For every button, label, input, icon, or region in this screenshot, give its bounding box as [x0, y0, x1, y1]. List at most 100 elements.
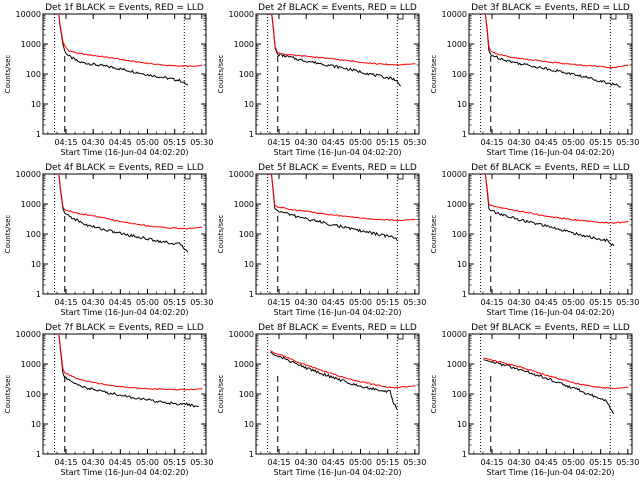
panel-title: Det 5f BLACK = Events, RED = LLD — [258, 163, 417, 173]
panel-det-5: Det 5f BLACK = Events, RED = LLD 1 10 100 10… — [217, 163, 426, 317]
x-tick-label: 05:00 — [562, 458, 585, 467]
x-tick-label: 04:45 — [535, 138, 558, 147]
x-tick-label: 04:30 — [295, 138, 318, 147]
events-series-line — [57, 14, 189, 86]
y-axis-label: Counts/sec — [430, 55, 438, 94]
x-tick-label: 05:15 — [376, 298, 399, 307]
y-tick-label: 10000 — [16, 170, 41, 179]
x-tick-label: 04:45 — [109, 298, 132, 307]
x-axis-label: Start Time (16-Jun-04 04:02:20) — [274, 308, 402, 317]
y-tick-label: 10000 — [16, 10, 41, 19]
panel-det-2: Det 2f BLACK = Events, RED = LLD 1 10 100 10… — [217, 3, 426, 157]
y-tick-label: 10 — [244, 260, 254, 269]
y-tick-label: 100 — [26, 70, 41, 79]
y-tick-label: 10000 — [16, 330, 41, 339]
corner-marker — [610, 333, 617, 340]
x-tick-label: 04:45 — [322, 298, 345, 307]
x-tick-label: 05:00 — [136, 298, 159, 307]
x-tick-label: 05:15 — [163, 138, 186, 147]
panel-title: Det 7f BLACK = Events, RED = LLD — [45, 323, 204, 333]
y-tick-label: 100 — [239, 230, 254, 239]
y-tick-label: 10 — [31, 100, 41, 109]
panel-title: Det 1f BLACK = Events, RED = LLD — [45, 3, 204, 13]
x-tick-label: 04:30 — [82, 138, 105, 147]
y-tick-label: 10000 — [229, 330, 254, 339]
y-axis-label: Counts/sec — [217, 375, 225, 414]
y-tick-label: 100 — [452, 230, 467, 239]
panel-det-8: Det 8f BLACK = Events, RED = LLD 1 10 100 10… — [217, 323, 426, 477]
x-axis-label: Start Time (16-Jun-04 04:02:20) — [61, 308, 189, 317]
y-tick-label: 10 — [457, 100, 467, 109]
x-tick-label: 04:15 — [480, 298, 503, 307]
plot-frame — [255, 173, 420, 295]
x-tick-label: 04:15 — [54, 298, 77, 307]
panel-det-6: Det 6f BLACK = Events, RED = LLD 1 10 100 10… — [430, 163, 639, 317]
y-tick-label: 1 — [462, 450, 467, 459]
plot-frame — [42, 333, 207, 455]
x-tick-label: 04:45 — [322, 138, 345, 147]
y-tick-label: 10000 — [442, 330, 467, 339]
panel-det-4: Det 4f BLACK = Events, RED = LLD 1 10 100 10… — [4, 163, 213, 317]
x-tick-label: 04:15 — [480, 458, 503, 467]
corner-marker — [184, 13, 191, 20]
y-tick-label: 10 — [31, 260, 41, 269]
events-series-line — [270, 14, 402, 87]
y-axis-label: Counts/sec — [217, 215, 225, 254]
y-tick-label: 100 — [452, 70, 467, 79]
y-axis-label: Counts/sec — [430, 215, 438, 254]
x-tick-label: 05:00 — [136, 138, 159, 147]
x-tick-label: 04:15 — [54, 138, 77, 147]
x-tick-label: 04:15 — [267, 458, 290, 467]
events-series-line — [270, 351, 398, 410]
x-tick-label: 05:30 — [616, 298, 639, 307]
y-tick-label: 1 — [36, 290, 41, 299]
x-tick-label: 04:45 — [535, 298, 558, 307]
x-tick-label: 04:15 — [54, 458, 77, 467]
y-axis-label: Counts/sec — [430, 375, 438, 414]
x-tick-label: 05:30 — [403, 298, 426, 307]
panel-title: Det 2f BLACK = Events, RED = LLD — [258, 3, 417, 13]
y-tick-label: 1000 — [234, 40, 254, 49]
plot-frame — [468, 333, 633, 455]
x-tick-label: 05:00 — [562, 138, 585, 147]
panel-det-9: Det 9f BLACK = Events, RED = LLD 1 10 100 10… — [430, 323, 639, 477]
x-tick-label: 05:00 — [349, 458, 372, 467]
corner-marker — [397, 13, 404, 20]
y-tick-label: 100 — [239, 390, 254, 399]
y-tick-label: 1000 — [21, 360, 41, 369]
x-tick-label: 05:15 — [589, 298, 612, 307]
x-tick-label: 05:15 — [163, 298, 186, 307]
x-axis-label: Start Time (16-Jun-04 04:02:20) — [487, 468, 615, 477]
panel-det-1: Det 1f BLACK = Events, RED = LLD 1 10 100 10… — [4, 3, 213, 157]
corner-marker — [397, 333, 404, 340]
events-series-line — [270, 174, 398, 241]
plot-frame — [255, 13, 420, 135]
x-tick-label: 05:00 — [562, 298, 585, 307]
x-axis-label: Start Time (16-Jun-04 04:02:20) — [61, 468, 189, 477]
x-tick-label: 04:30 — [508, 298, 531, 307]
y-tick-label: 1000 — [234, 360, 254, 369]
x-tick-label: 05:30 — [403, 138, 426, 147]
x-tick-label: 05:30 — [190, 458, 213, 467]
y-tick-label: 1 — [462, 290, 467, 299]
y-tick-label: 1000 — [447, 360, 467, 369]
x-tick-label: 04:15 — [267, 138, 290, 147]
panel-det-7: Det 7f BLACK = Events, RED = LLD 1 10 100 10… — [4, 323, 213, 477]
plot-frame — [468, 13, 633, 135]
y-tick-label: 100 — [26, 390, 41, 399]
x-tick-label: 04:15 — [480, 138, 503, 147]
x-axis-label: Start Time (16-Jun-04 04:02:20) — [487, 308, 615, 317]
lld-series-line — [484, 174, 629, 224]
lld-series-line — [57, 14, 203, 68]
corner-marker — [397, 173, 404, 180]
x-tick-label: 05:30 — [616, 458, 639, 467]
y-tick-label: 10000 — [442, 10, 467, 19]
y-axis-label: Counts/sec — [217, 55, 225, 94]
y-tick-label: 100 — [26, 230, 41, 239]
y-tick-label: 10 — [457, 260, 467, 269]
events-series-line — [484, 14, 622, 88]
y-tick-label: 10 — [244, 100, 254, 109]
corner-marker — [184, 333, 191, 340]
lld-series-line — [270, 14, 416, 66]
